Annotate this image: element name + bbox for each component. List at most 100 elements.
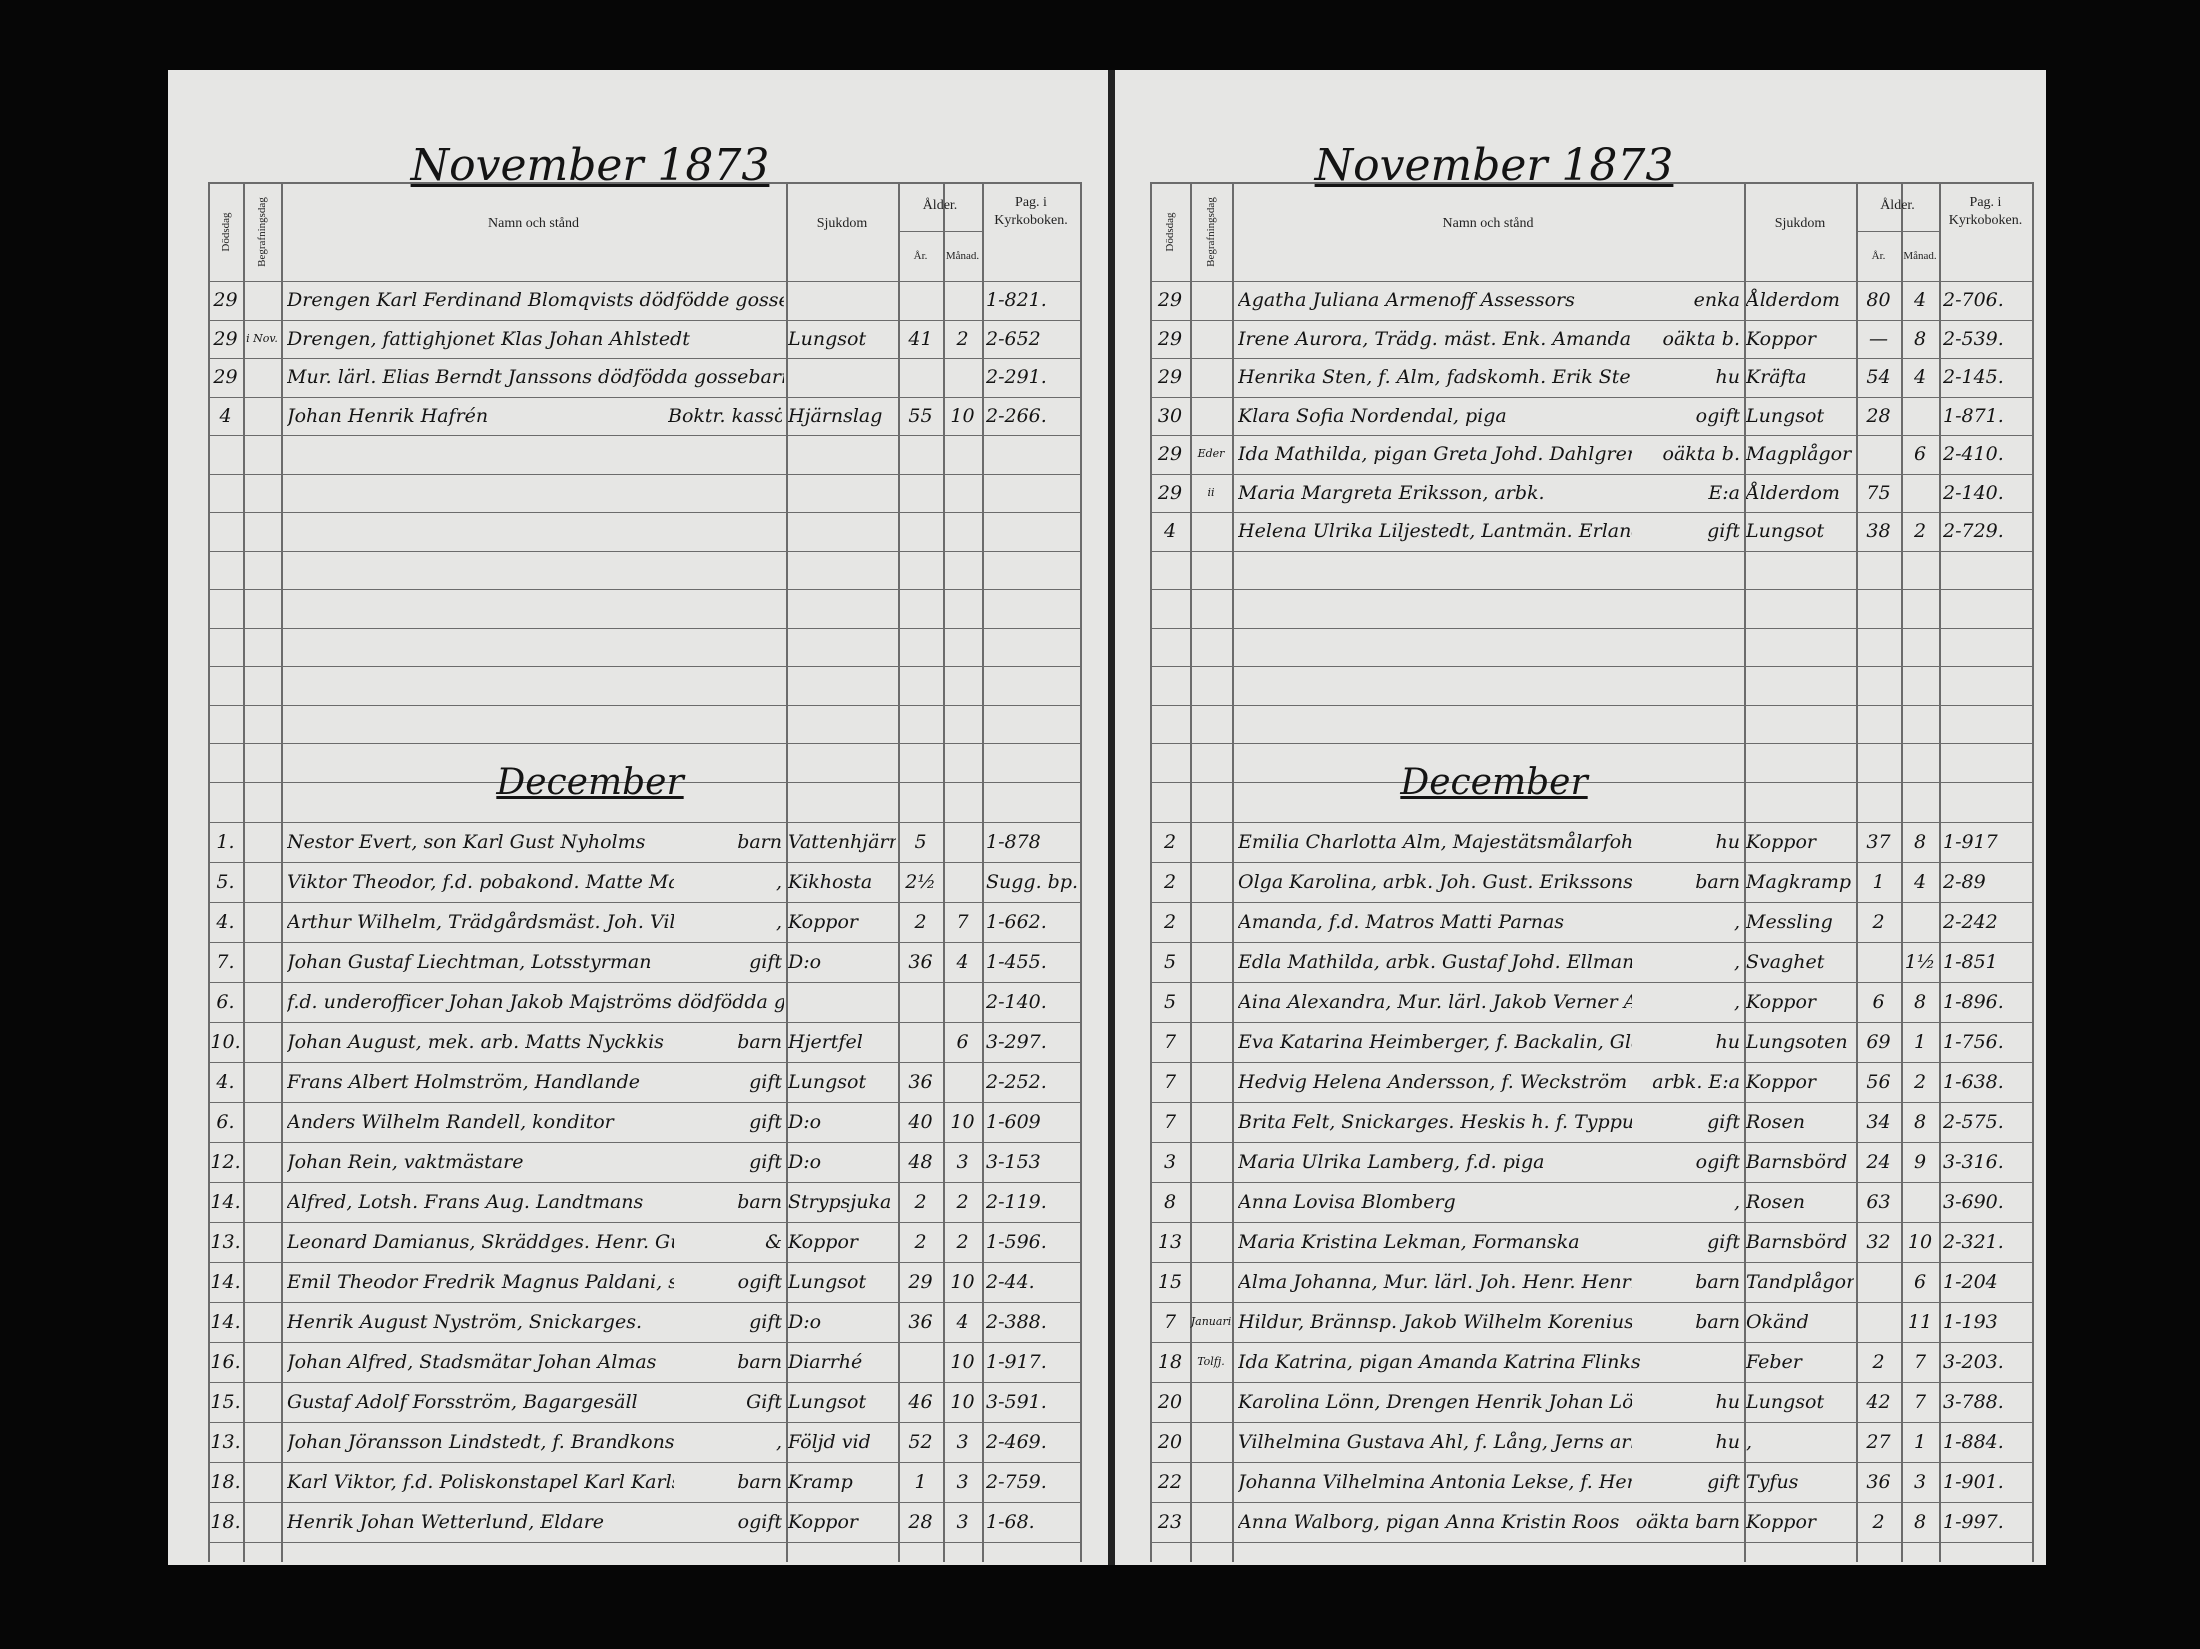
rule-line	[208, 862, 1080, 863]
entry-status: gift	[749, 951, 782, 973]
entry-day: 8	[1163, 1191, 1177, 1213]
entry-page: 2-89	[1943, 871, 1986, 893]
entry-day: 14.	[210, 1311, 241, 1333]
entry-page: 1-68.	[986, 1511, 1035, 1533]
entry-years: 48	[908, 1151, 933, 1173]
rule-line	[208, 704, 1080, 706]
entry-disease: Magkramp	[1746, 871, 1852, 893]
entry-page: 2-266.	[986, 404, 1047, 427]
column-header: Begrafningsdag	[1205, 197, 1217, 267]
entry-status: oäkta barn	[1635, 1511, 1740, 1533]
entry-months: 2	[956, 1231, 969, 1253]
rule-line	[1856, 182, 1858, 1562]
entry-name: Anders Wilhelm Randell, konditor	[287, 1111, 614, 1133]
entry-months: 4	[956, 1311, 969, 1333]
entry-status: hu	[1715, 831, 1740, 853]
entry-page: 2-410.	[1943, 443, 2004, 465]
entry-disease: Tyfus	[1746, 1471, 1799, 1493]
entry-status: ,	[1733, 1191, 1740, 1213]
rule-line	[208, 902, 1080, 903]
entry-disease: Lungsoten	[1746, 1031, 1848, 1053]
entry-status: oäkta b.	[1662, 327, 1740, 350]
entry-disease: Koppor	[1746, 1511, 1816, 1533]
entry-disease: Barnsbörd	[1746, 1231, 1848, 1253]
entry-months: 8	[1913, 991, 1927, 1013]
entry-name: Vilhelmina Gustava Ahl, f. Lång, Jerns a…	[1238, 1431, 1632, 1453]
entry-burial: i Nov.	[246, 331, 278, 345]
entry-day: 5	[1163, 951, 1177, 973]
entry-page: 2-242	[1943, 911, 1998, 933]
entry-years: 2	[1872, 1351, 1885, 1373]
entry-day: 7	[1163, 1311, 1177, 1333]
entry-day: 15	[1157, 1271, 1183, 1293]
entry-page: 3-788.	[1943, 1391, 2004, 1413]
entry-disease: Feber	[1746, 1351, 1802, 1373]
entry-years: 2	[1872, 911, 1885, 933]
rule-line	[1150, 1382, 2032, 1383]
entry-disease: Lungsot	[1746, 1391, 1825, 1413]
rule-line	[208, 1302, 1080, 1303]
rule-line	[1150, 182, 2032, 184]
entry-name: Edla Mathilda, arbk. Gustaf Johd. Ellman…	[1238, 951, 1632, 973]
entry-day: 13	[1157, 1231, 1183, 1253]
entry-months: 6	[1913, 443, 1927, 465]
entry-page: 1-896.	[1943, 991, 2004, 1013]
rule-line	[898, 182, 900, 1562]
entry-name: Anna Lovisa Blomberg	[1238, 1191, 1456, 1213]
rule-line	[1150, 1342, 2032, 1343]
entry-years: 56	[1866, 1071, 1891, 1093]
entry-name: Nestor Evert, son Karl Gust Nyholms	[287, 831, 646, 853]
entry-years: 29	[908, 1271, 933, 1293]
rule-line	[1150, 1542, 2032, 1543]
entry-status: oäkta b.	[1662, 443, 1740, 465]
entry-name: Maria Kristina Lekman, Formanska	[1238, 1231, 1580, 1253]
rule-line	[1150, 902, 2032, 903]
entry-years: —	[1869, 327, 1888, 350]
entry-page: 1-878	[986, 831, 1041, 853]
entry-name: Karl Viktor, f.d. Poliskonstapel Karl Ka…	[287, 1471, 674, 1493]
entry-status: barn	[737, 1471, 782, 1493]
rule-line	[208, 1422, 1080, 1423]
rule-line	[1150, 550, 2032, 552]
rule-line	[208, 550, 1080, 552]
rule-line	[208, 666, 1080, 667]
entry-years: 41	[908, 327, 933, 350]
entry-disease: ,	[1746, 1431, 1753, 1453]
entry-burial: Tolfj.	[1197, 1355, 1225, 1368]
entry-page: 2-140.	[986, 991, 1047, 1013]
entry-disease: Följd vid	[788, 1431, 871, 1453]
entry-months: 3	[956, 1431, 969, 1453]
entry-status: gift	[749, 1151, 782, 1173]
entry-years: 75	[1866, 481, 1891, 504]
entry-name: Maria Ulrika Lamberg, f.d. piga	[1238, 1151, 1545, 1173]
entry-disease: Rosen	[1746, 1191, 1805, 1213]
rule-line	[1150, 743, 2032, 744]
rule-line	[208, 1342, 1080, 1343]
entry-disease: Kramp	[788, 1471, 853, 1493]
entry-page: 3-316.	[1943, 1151, 2004, 1173]
entry-page: 2-388.	[986, 1311, 1047, 1333]
entry-years: 28	[1866, 404, 1891, 427]
entry-status: E:a	[1708, 481, 1740, 504]
entry-page: 2-145.	[1943, 366, 2004, 388]
entry-page: 2-469.	[986, 1431, 1047, 1453]
entry-status: hu	[1715, 1431, 1740, 1453]
entry-day: 4.	[216, 911, 235, 933]
rule-line	[1150, 781, 2032, 783]
rule-line	[208, 1022, 1080, 1023]
entry-page: 1-871.	[1943, 404, 2004, 427]
entry-name: f.d. underofficer Johan Jakob Majströms …	[287, 991, 784, 1013]
entry-months: 3	[956, 1511, 969, 1533]
entry-name: Klara Sofia Nordendal, piga	[1238, 404, 1507, 427]
entry-page: 2-729.	[1943, 520, 2004, 542]
entry-name: Arthur Wilhelm, Trädgårdsmäst. Joh. Vill…	[287, 911, 674, 933]
entry-page: 3-297.	[986, 1031, 1047, 1053]
entry-name: Henrik Johan Wetterlund, Eldare	[287, 1511, 605, 1533]
entry-day: 18.	[210, 1471, 241, 1493]
rule-line	[1150, 435, 2032, 436]
entry-day: 29	[213, 327, 238, 350]
entry-disease: Ålderdom	[1746, 289, 1840, 311]
column-header: Ålder.	[922, 198, 958, 213]
entry-years: 28	[908, 1511, 933, 1533]
rule-line	[898, 231, 982, 232]
